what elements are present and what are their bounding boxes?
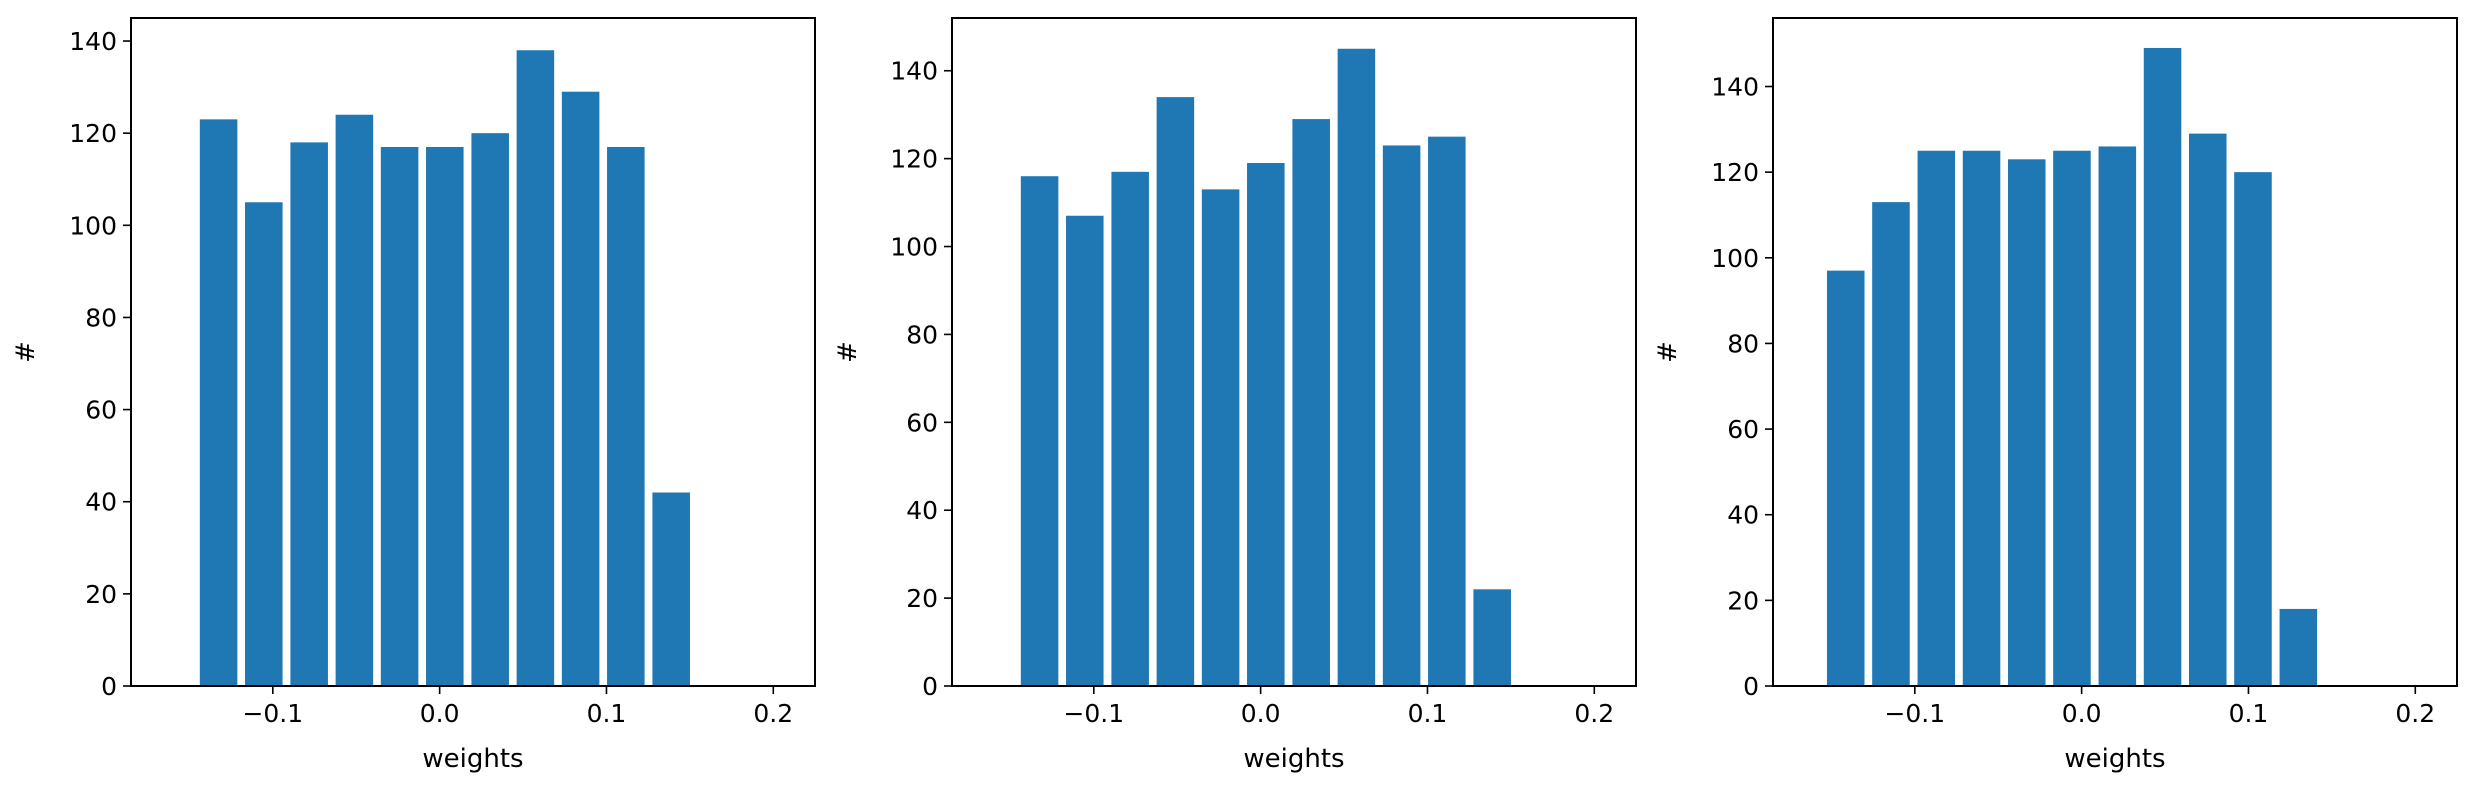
bar xyxy=(1156,97,1195,687)
bar xyxy=(2143,47,2182,687)
bar xyxy=(1111,171,1149,686)
y-tick-label: 80 xyxy=(85,303,117,332)
y-tick-label: 0 xyxy=(1743,672,1759,701)
plot-frame xyxy=(951,17,1637,687)
x-tick-label: 0.2 xyxy=(2395,699,2435,728)
bar xyxy=(245,202,283,686)
histogram-panel-2: −0.1 0.0 0.1 0.2 0 20 40 60 80 100 120 140 weights # xyxy=(833,17,1637,774)
x-tick-label: 0.0 xyxy=(1241,699,1281,728)
bar xyxy=(1826,270,1865,686)
bar xyxy=(1337,48,1376,686)
histogram-panel-3: −0.1 0.0 0.1 0.2 0 20 40 60 80 100 120 140 weights # xyxy=(1653,17,2458,774)
bar xyxy=(1962,150,2001,687)
y-tick-label: 0 xyxy=(922,672,938,701)
bar xyxy=(1473,589,1511,686)
bar xyxy=(516,50,555,686)
x-tick-label: 0.2 xyxy=(1574,699,1614,728)
x-tick-label: 0.1 xyxy=(2229,699,2269,728)
x-tick-label: −0.1 xyxy=(1884,699,1945,728)
bar xyxy=(652,492,690,686)
x-tick-label: 0.0 xyxy=(2062,699,2102,728)
y-tick-label: 80 xyxy=(906,320,938,349)
y-tick-label: 140 xyxy=(890,57,938,86)
y-axis-label: # xyxy=(11,341,41,363)
bar xyxy=(471,133,509,687)
bar xyxy=(2279,608,2318,686)
bar xyxy=(1201,189,1240,686)
bar xyxy=(2234,172,2272,686)
y-tick-label: 20 xyxy=(1727,586,1759,615)
x-tick-label: 0.0 xyxy=(420,699,460,728)
bar xyxy=(2007,159,2046,686)
bar xyxy=(1020,176,1059,686)
plot-frame xyxy=(1772,17,2458,687)
y-tick-label: 140 xyxy=(69,27,117,56)
y-tick-label: 120 xyxy=(890,145,938,174)
bar xyxy=(1872,202,1910,686)
y-tick-label: 40 xyxy=(85,488,117,517)
x-tick-label: −0.1 xyxy=(1063,699,1124,728)
histogram-panel-1: −0.1 0.0 0.1 0.2 0 20 40 60 80 100 120 140 weights # xyxy=(11,17,816,774)
y-tick-label: 60 xyxy=(85,396,117,425)
y-axis-label: # xyxy=(833,341,863,363)
x-axis-label: weights xyxy=(422,744,523,774)
y-tick-label: 40 xyxy=(906,496,938,525)
y-tick-label: 100 xyxy=(1711,244,1759,273)
x-tick-label: 0.1 xyxy=(1408,699,1448,728)
bar xyxy=(199,119,238,687)
bar xyxy=(1917,150,1956,687)
y-tick-label: 20 xyxy=(906,584,938,613)
bar xyxy=(2188,133,2227,686)
bar xyxy=(1066,215,1104,686)
y-tick-label: 100 xyxy=(890,233,938,262)
bar xyxy=(1428,136,1466,686)
y-tick-label: 40 xyxy=(1727,501,1759,530)
y-tick-label: 120 xyxy=(1711,158,1759,187)
y-tick-label: 80 xyxy=(1727,329,1759,358)
y-axis-label: # xyxy=(1653,341,1683,363)
x-axis-label: weights xyxy=(2064,744,2165,774)
bar xyxy=(2053,150,2091,687)
bar xyxy=(561,91,600,686)
x-tick-label: 0.2 xyxy=(753,699,793,728)
y-tick-label: 60 xyxy=(906,408,938,437)
bar xyxy=(607,146,645,687)
bar xyxy=(1247,163,1285,686)
bar xyxy=(380,146,419,687)
y-tick-label: 120 xyxy=(69,119,117,148)
y-tick-label: 100 xyxy=(69,211,117,240)
y-tick-label: 0 xyxy=(101,672,117,701)
x-tick-label: 0.1 xyxy=(587,699,627,728)
bar xyxy=(290,142,328,686)
bar xyxy=(2098,146,2137,686)
bar xyxy=(1292,119,1330,686)
x-axis-label: weights xyxy=(1243,744,1344,774)
bar xyxy=(426,146,464,687)
y-tick-label: 20 xyxy=(85,580,117,609)
bar xyxy=(335,114,374,687)
y-tick-label: 140 xyxy=(1711,73,1759,102)
bar xyxy=(1382,145,1421,686)
y-tick-label: 60 xyxy=(1727,415,1759,444)
plot-frame xyxy=(130,17,816,687)
x-tick-label: −0.1 xyxy=(242,699,303,728)
